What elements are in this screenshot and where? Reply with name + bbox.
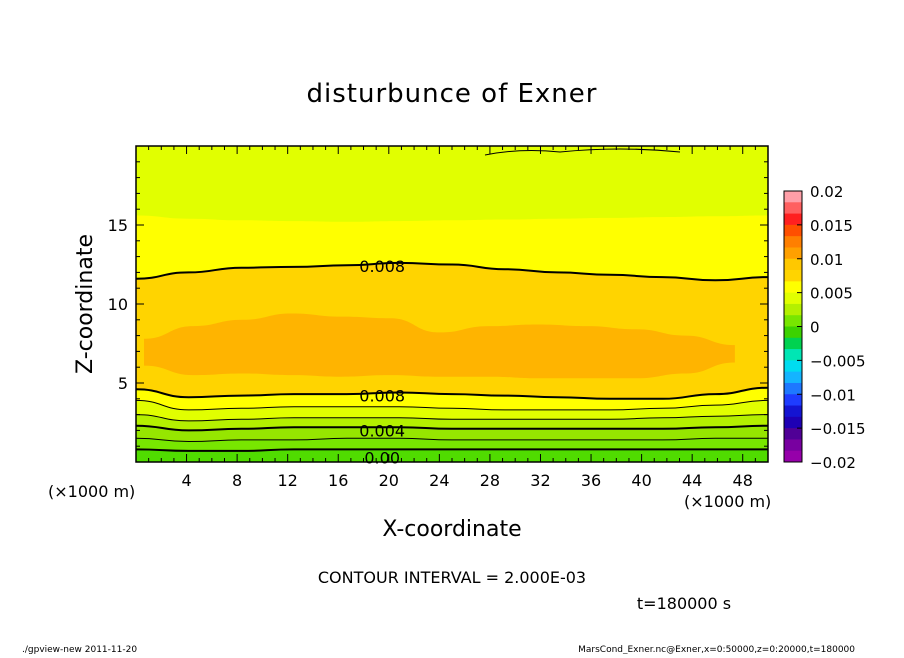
colorbar-segment-11 [784,315,802,327]
y-tick-label-2: 15 [108,216,128,235]
colorbar-segment-21 [784,428,802,440]
y-axis: 5 10 15 [108,161,768,447]
colorbar [783,190,803,463]
colorbar-segment-12 [784,326,802,339]
colorbar-segment-20 [784,416,802,429]
colorbar-tick-label-7: −0.015 [810,420,866,438]
contour-band-1 [136,215,768,281]
colorbar-segment-18 [784,394,802,407]
contour-line-3 [135,414,769,422]
colorbar-tick-label-8: −0.02 [810,454,856,472]
colorbar-segment-5 [784,247,802,260]
colorbar-segment-0 [784,191,802,203]
contour-band-5 [136,400,768,421]
plot-area: 0.008 0.008 0.004 0.00 [135,145,769,467]
colorbar-segment-14 [784,349,802,361]
colorbar-segment-1 [784,202,802,215]
contour-band-9 [136,449,768,462]
time-label: t=180000 s [637,594,731,613]
colorbar-segment-23 [784,450,802,463]
colorbar-segment-16 [784,371,802,384]
x-tick-label-0: 4 [181,471,191,490]
x-tick-label-10: 44 [682,471,702,490]
colorbar-segment-17 [784,382,802,395]
x-tick-label-1: 8 [232,471,242,490]
colorbar-tick-label-5: −0.005 [810,352,866,370]
x-tick-label-6: 28 [480,471,500,490]
contour-band-4 [136,387,768,410]
contour-line-2 [135,399,769,411]
x-tick-label-11: 48 [733,471,753,490]
x-unit-right: (×1000 m) [684,492,771,511]
colorbar-segment-13 [784,337,802,350]
x-unit-left: (×1000 m) [48,482,135,501]
colorbar-segment-3 [784,224,802,237]
colorbar-tick-label-2: 0.01 [810,251,843,269]
contour-line-6 [135,448,768,452]
contour-interval-note: CONTOUR INTERVAL = 2.000E-03 [318,568,586,587]
colorbar-tick-label-6: −0.01 [810,386,856,404]
colorbar-segment-10 [784,303,802,316]
contour-band-3 [144,313,735,379]
x-tick-label-5: 24 [429,471,449,490]
chart-title: disturbunce of Exner [307,79,598,109]
colorbar-segment-22 [784,439,802,452]
colorbar-segment-15 [784,360,802,373]
colorbar-tick-label-4: 0 [810,319,820,337]
colorbar-tick-label-1: 0.015 [810,217,853,235]
contour-line-5 [135,437,768,443]
contour-lines [135,261,769,452]
x-axis-label: X-coordinate [382,517,521,542]
colorbar-segment-4 [784,236,802,248]
contour-label-1: 0.008 [359,387,405,406]
contour-line-0 [135,261,769,282]
y-axis-label: Z-coordinate [73,234,98,374]
footer-left: ./gpview-new 2011-11-20 [22,645,137,654]
x-tick-label-4: 20 [379,471,399,490]
x-axis: 4 8 12 16 20 24 28 32 36 40 44 48 [148,146,756,490]
colorbar-segment-19 [784,405,802,418]
contour-fill-bands [136,147,768,462]
x-tick-label-3: 16 [328,471,348,490]
contour-band-8 [136,438,768,451]
colorbar-segment-9 [784,292,802,305]
x-tick-label-2: 12 [278,471,298,490]
contour-label-2: 0.004 [359,421,405,440]
contour-line-1 [135,386,769,400]
y-tick-label-0: 5 [118,374,128,393]
colorbar-segment-8 [784,281,802,294]
x-tick-label-8: 36 [581,471,601,490]
colorbar-ticks: 0.02 0.015 0.01 0.005 0 −0.005 −0.01 −0.015 −0.0… [797,183,866,472]
colorbar-segment-7 [784,270,802,282]
contour-label-0: 0.008 [359,257,405,276]
top-cusp-contour [484,148,681,156]
contour-label-3: 0.00 [364,448,400,467]
contour-line-4 [135,424,769,432]
footer-right: MarsCond_Exner.nc@Exner,x=0:50000,z=0:20… [578,645,855,654]
colorbar-tick-label-0: 0.02 [810,183,843,201]
colorbar-segment-2 [784,213,802,226]
colorbar-segment-6 [784,258,802,271]
y-tick-label-1: 10 [108,295,128,314]
colorbar-tick-label-3: 0.005 [810,285,853,303]
x-tick-label-7: 32 [530,471,550,490]
x-tick-label-9: 40 [631,471,651,490]
contour-band-0 [136,147,768,222]
